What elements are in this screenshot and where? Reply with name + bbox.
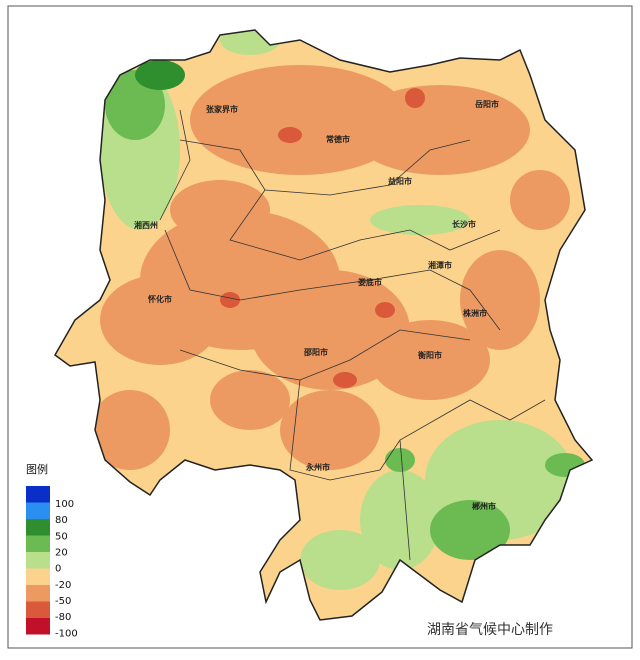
legend-swatch (26, 618, 50, 635)
legend-swatch (26, 601, 50, 618)
city-label: 娄底市 (358, 277, 382, 287)
city-label: 岳阳市 (475, 99, 499, 109)
city-label: 长沙市 (452, 219, 476, 229)
legend-swatch (26, 502, 50, 519)
city-label: 益阳市 (388, 176, 412, 186)
legend-swatch (26, 585, 50, 602)
legend-label: -100 (55, 628, 78, 639)
legend-label: 100 (55, 499, 74, 510)
city-label: 永州市 (305, 462, 330, 472)
city-label: 邵阳市 (303, 347, 328, 357)
legend-swatch (26, 519, 50, 536)
legend-label: 0 (55, 564, 61, 575)
legend-label: -50 (55, 596, 71, 607)
legend-label: -20 (55, 580, 71, 591)
legend-label: 20 (55, 548, 68, 559)
legend-swatch (26, 552, 50, 569)
city-label: 张家界市 (206, 104, 238, 114)
legend-label: 50 (55, 531, 68, 542)
legend-label: -80 (55, 612, 71, 623)
city-label: 郴州市 (472, 501, 496, 511)
city-label: 常德市 (326, 134, 350, 144)
legend-swatch (26, 535, 50, 552)
legend-label: 80 (55, 515, 68, 526)
city-label: 株洲市 (463, 308, 487, 318)
legend-swatch (26, 568, 50, 585)
legend-swatch (26, 486, 50, 503)
city-boundaries (159, 109, 546, 561)
credit: 湖南省气候中心制作 (427, 622, 553, 638)
city-label: 湘西州 (134, 220, 158, 230)
city-label: 衡阳市 (418, 350, 442, 360)
legend-title: 图例 (26, 462, 48, 476)
city-label: 湘潭市 (428, 260, 452, 270)
city-label: 怀化市 (148, 294, 172, 304)
